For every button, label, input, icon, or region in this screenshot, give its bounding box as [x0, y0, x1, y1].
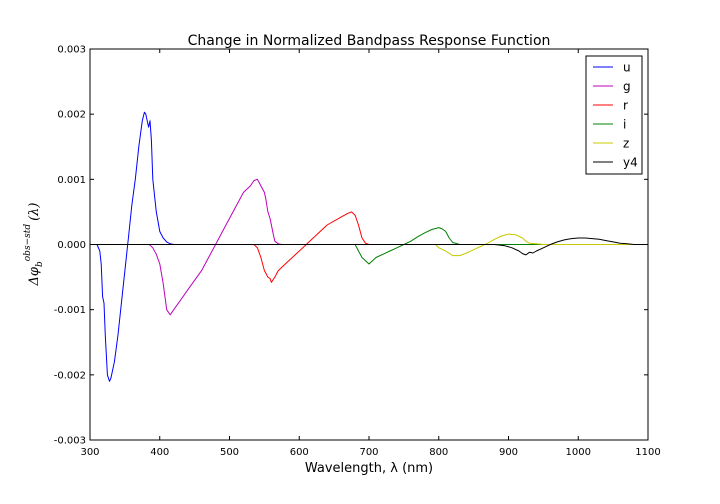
y-axis-label: Δφbobs−std (λ) — [23, 203, 45, 287]
y-tick-label: 0.003 — [57, 45, 86, 56]
legend-label-y4: y4 — [623, 156, 638, 170]
legend-label-r: r — [623, 99, 628, 113]
x-tick-label: 1100 — [635, 447, 660, 458]
legend-box — [585, 55, 643, 175]
chart-title: Change in Normalized Bandpass Response F… — [188, 33, 551, 49]
x-tick-label: 600 — [290, 447, 309, 458]
x-tick-label: 300 — [80, 447, 99, 458]
y-tick-label: -0.001 — [54, 305, 86, 316]
legend-label-i: i — [623, 118, 626, 132]
y-tick-label: -0.002 — [54, 370, 86, 381]
series-line-z — [90, 233, 648, 257]
tick-layer: 300 400 500 600 700 800 900 1000 1100 -0.003 -0.00… — [54, 45, 661, 459]
y-tick-label: -0.003 — [54, 436, 86, 447]
y-tick-label: 0.002 — [57, 110, 86, 121]
series-layer — [90, 111, 648, 382]
series-line-y4 — [90, 237, 648, 256]
series-line-g — [90, 178, 648, 316]
y-axis-label-sub: b — [35, 261, 45, 267]
y-axis-label-sup: obs−std — [23, 224, 33, 262]
y-axis-label-tail: (λ) — [27, 203, 42, 221]
x-tick-label: 900 — [499, 447, 518, 458]
y-tick-label: 0.000 — [57, 240, 86, 251]
legend-label-g: g — [623, 80, 631, 94]
x-tick-label: 800 — [429, 447, 448, 458]
x-tick-label: 1000 — [566, 447, 591, 458]
x-axis-label: Wavelength, λ (nm) — [305, 461, 433, 476]
x-tick-label: 700 — [359, 447, 378, 458]
series-line-u — [90, 111, 648, 382]
x-tick-label: 500 — [220, 447, 239, 458]
legend-label-u: u — [623, 61, 631, 75]
legend-label-z: z — [623, 137, 629, 151]
y-tick-label: 0.001 — [57, 175, 86, 186]
y-axis-label-base: Δφ — [27, 266, 42, 286]
x-tick-label: 400 — [150, 447, 169, 458]
